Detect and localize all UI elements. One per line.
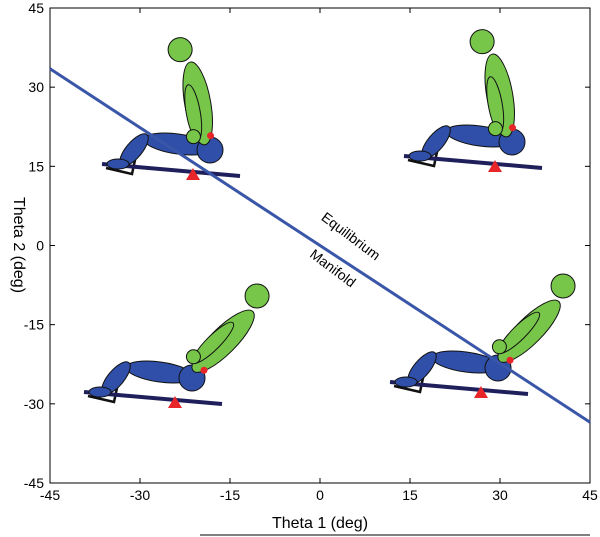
x-tick-label: -45 [40,487,60,503]
y-tick-label: -30 [24,396,44,412]
y-axis-label: Theta 2 (deg) [10,197,27,293]
y-tick-label: 15 [28,158,44,174]
x-axis-label: Theta 1 (deg) [272,515,368,532]
x-tick-label: 45 [582,487,598,503]
x-tick-label: -15 [220,487,240,503]
x-tick-label: 0 [316,487,324,503]
y-tick-label: 45 [28,0,44,16]
x-tick-label: 30 [492,487,508,503]
y-tick-label: 0 [36,238,44,254]
y-tick-label: -15 [24,317,44,333]
x-tick-label: 15 [402,487,418,503]
y-tick-label: 30 [28,79,44,95]
data-line [49,67,591,424]
y-tick-label: -45 [24,475,44,491]
x-tick-label: -30 [130,487,150,503]
